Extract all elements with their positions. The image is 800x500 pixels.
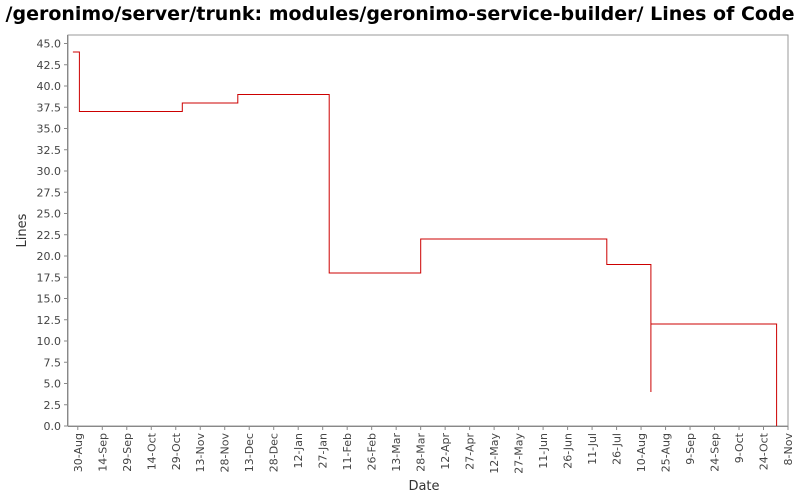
chart-title: /geronimo/server/trunk: modules/geronimo… xyxy=(5,3,795,25)
x-tick-label: 11-Feb xyxy=(341,433,354,470)
x-tick-label: 13-Nov xyxy=(194,433,207,473)
y-tick-label: 5.0 xyxy=(44,378,62,391)
x-tick-label: 27-May xyxy=(513,433,526,474)
x-tick-label: 11-Jul xyxy=(586,433,599,465)
y-tick-label: 25.0 xyxy=(37,208,62,221)
x-tick-label: 14-Sep xyxy=(96,433,109,472)
x-tick-label: 26-Jul xyxy=(611,433,624,465)
y-axis-label: Lines xyxy=(15,213,30,247)
x-tick-label: 28-Mar xyxy=(415,433,428,472)
x-tick-label: 24-Sep xyxy=(709,433,722,472)
x-tick-label: 8-Nov xyxy=(782,433,795,466)
y-tick-label: 45.0 xyxy=(37,38,62,51)
x-tick-label: 26-Jun xyxy=(562,433,575,469)
x-tick-label: 11-Jun xyxy=(537,433,550,469)
x-axis-label: Date xyxy=(408,479,439,494)
x-tick-label: 9-Oct xyxy=(733,432,746,463)
x-tick-label: 10-Aug xyxy=(635,433,648,472)
x-tick-label: 12-Apr xyxy=(439,433,452,470)
x-tick-label: 12-May xyxy=(488,433,501,474)
x-tick-label: 12-Jan xyxy=(292,433,305,469)
x-tick-label: 24-Oct xyxy=(758,432,771,470)
x-tick-label: 27-Apr xyxy=(464,433,477,470)
y-tick-label: 37.5 xyxy=(37,101,62,114)
y-tick-label: 12.5 xyxy=(37,314,62,327)
x-tick-label: 28-Nov xyxy=(219,433,232,473)
x-tick-label: 14-Oct xyxy=(145,432,158,470)
y-tick-label: 15.0 xyxy=(37,293,62,306)
x-tick-label: 13-Dec xyxy=(243,433,256,472)
y-tick-label: 30.0 xyxy=(37,165,62,178)
plot-border xyxy=(67,34,789,427)
x-tick-label: 13-Mar xyxy=(390,433,403,472)
plot-area xyxy=(67,34,789,427)
y-axis: 0.0 2.5 5.0 7.5 10.0 12.5 15.0 17.5 20.0 22.5 25.0… xyxy=(37,35,68,433)
y-tick-label: 7.5 xyxy=(44,356,62,369)
x-tick-label: 29-Oct xyxy=(170,432,183,470)
series-layer xyxy=(72,51,778,426)
x-tick-label: 26-Feb xyxy=(366,433,379,470)
x-axis: 30-Aug 14-Sep 29-Sep 14-Oct 29-Oct 13-Nov 28-N… xyxy=(68,426,795,474)
y-tick-label: 10.0 xyxy=(37,335,62,348)
y-tick-label: 2.5 xyxy=(44,399,62,412)
y-tick-label: 40.0 xyxy=(37,80,62,93)
x-tick-label: 30-Aug xyxy=(72,433,85,472)
y-tick-label: 32.5 xyxy=(37,144,62,157)
y-tick-label: 42.5 xyxy=(37,59,62,72)
x-tick-label: 27-Jan xyxy=(317,433,330,469)
x-tick-label: 28-Dec xyxy=(268,433,281,472)
y-tick-label: 35.0 xyxy=(37,123,62,136)
series-line xyxy=(72,51,778,426)
y-tick-label: 17.5 xyxy=(37,271,62,284)
y-tick-label: 20.0 xyxy=(37,250,62,263)
y-tick-label: 27.5 xyxy=(37,186,62,199)
x-tick-label: 29-Sep xyxy=(121,433,134,472)
x-tick-label: 9-Sep xyxy=(684,433,697,465)
y-tick-label: 22.5 xyxy=(37,229,62,242)
x-tick-label: 25-Aug xyxy=(660,433,673,472)
y-tick-label: 0.0 xyxy=(44,420,62,433)
